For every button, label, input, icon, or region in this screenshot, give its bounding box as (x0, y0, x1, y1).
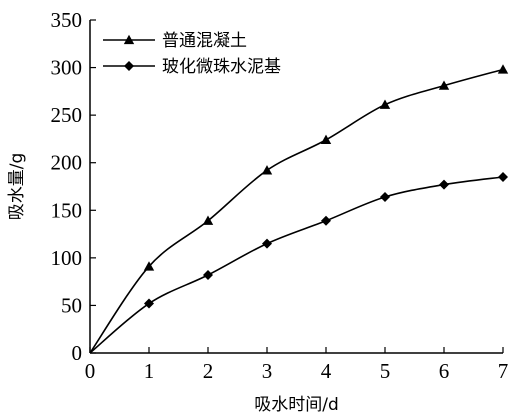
data-point (439, 179, 449, 190)
y-tick-label: 50 (61, 293, 82, 317)
x-tick-label: 0 (85, 359, 96, 383)
y-tick-label: 150 (51, 198, 83, 222)
y-tick-label: 200 (51, 151, 83, 175)
data-point (143, 261, 155, 271)
data-point (438, 80, 450, 90)
data-point (497, 64, 509, 74)
x-tick-label: 3 (262, 359, 273, 383)
y-tick-label: 100 (51, 246, 83, 270)
legend-marker (123, 34, 135, 45)
x-axis-ticks: 0 1 2 3 4 5 6 7 (85, 347, 509, 383)
x-tick-label: 2 (203, 359, 214, 383)
plot-frame (89, 20, 503, 354)
y-tick-label: 350 (51, 8, 83, 32)
y-tick-label: 300 (51, 56, 83, 80)
y-axis-ticks: 0 50 100 150 200 250 300 350 (51, 8, 96, 365)
data-point (321, 215, 331, 226)
y-tick-label: 0 (72, 341, 83, 365)
x-axis-title: 吸水时间/d (254, 395, 339, 415)
data-point (380, 191, 390, 202)
data-point (203, 269, 213, 280)
series-1 (89, 64, 509, 354)
data-point (262, 238, 272, 249)
series-2 (89, 171, 508, 354)
series-line (89, 68, 504, 354)
legend-label: 玻化微珠水泥基 (162, 57, 281, 77)
x-tick-label: 6 (439, 359, 450, 383)
data-point (202, 215, 214, 225)
x-tick-label: 5 (380, 359, 391, 383)
y-axis-title: 吸水量/g (7, 153, 27, 221)
data-point (261, 165, 273, 175)
legend-item-2: 玻化微珠水泥基 (103, 57, 281, 77)
x-tick-label: 1 (144, 359, 155, 383)
data-point (144, 298, 154, 309)
x-tick-label: 7 (498, 359, 509, 383)
legend-item-1: 普通混凝土 (103, 31, 247, 51)
legend-marker (124, 61, 134, 71)
data-point (379, 99, 391, 109)
series-line (89, 176, 504, 354)
data-point (320, 134, 332, 145)
series-layer (89, 64, 509, 354)
data-point (498, 171, 508, 182)
x-tick-label: 4 (321, 359, 332, 383)
y-tick-label: 250 (51, 103, 83, 127)
legend-label: 普通混凝土 (162, 31, 247, 51)
